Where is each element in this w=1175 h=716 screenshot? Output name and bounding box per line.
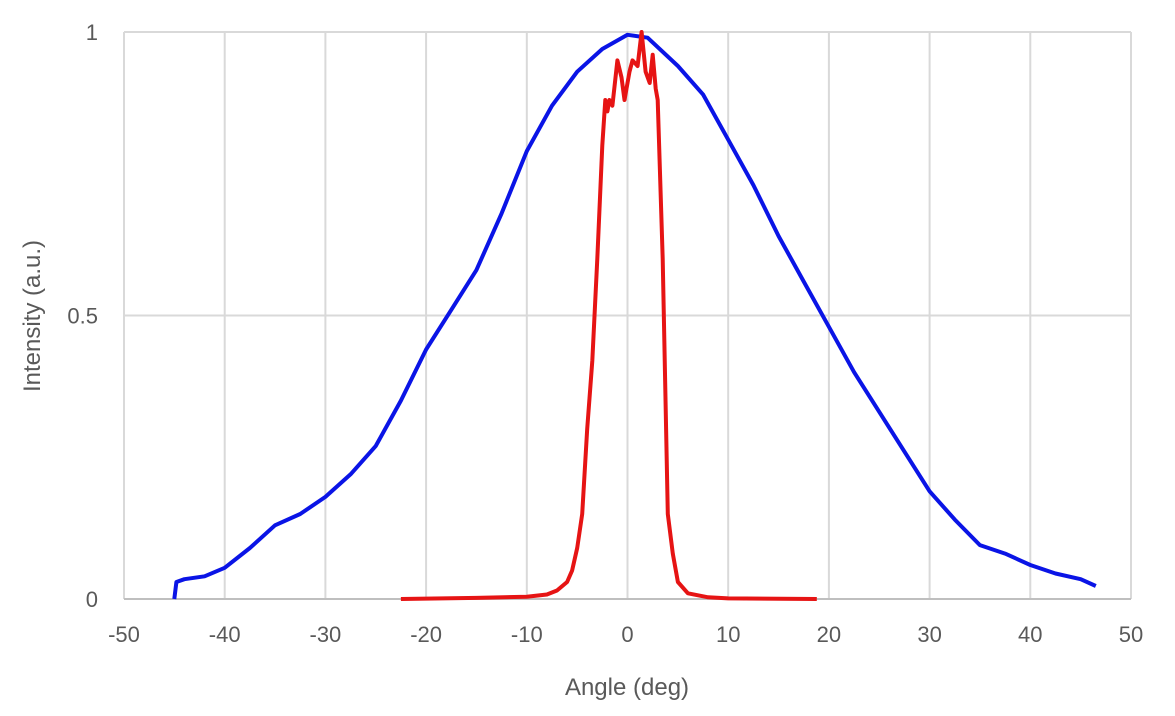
y-tick-label: 0 [86,587,98,612]
series-line-2 [400,30,817,601]
x-tick-label: -50 [108,622,140,647]
x-tick-label: 10 [716,622,740,647]
x-tick-label: -30 [310,622,342,647]
x-tick-label: 40 [1018,622,1042,647]
x-axis-label: Angle (deg) [565,674,689,701]
gridlines [123,31,1132,600]
y-tick-label: 1 [86,20,98,45]
x-tick-label: 30 [917,622,941,647]
series-group [172,30,1097,601]
x-tick-label: 50 [1119,622,1143,647]
x-tick-label: -40 [209,622,241,647]
series-line-1 [172,32,1097,600]
x-tick-label: 0 [621,622,633,647]
x-tick-labels: -50 -40 -30 -20 -10 0 10 20 30 40 50 [108,622,1143,647]
x-tick-label: -20 [410,622,442,647]
x-tick-label: -10 [511,622,543,647]
x-tick-label: 20 [817,622,841,647]
y-axis-label: Intensity (a.u.) [19,240,46,392]
y-tick-labels: 00.51 [67,20,98,612]
y-tick-label: 0.5 [67,304,98,329]
